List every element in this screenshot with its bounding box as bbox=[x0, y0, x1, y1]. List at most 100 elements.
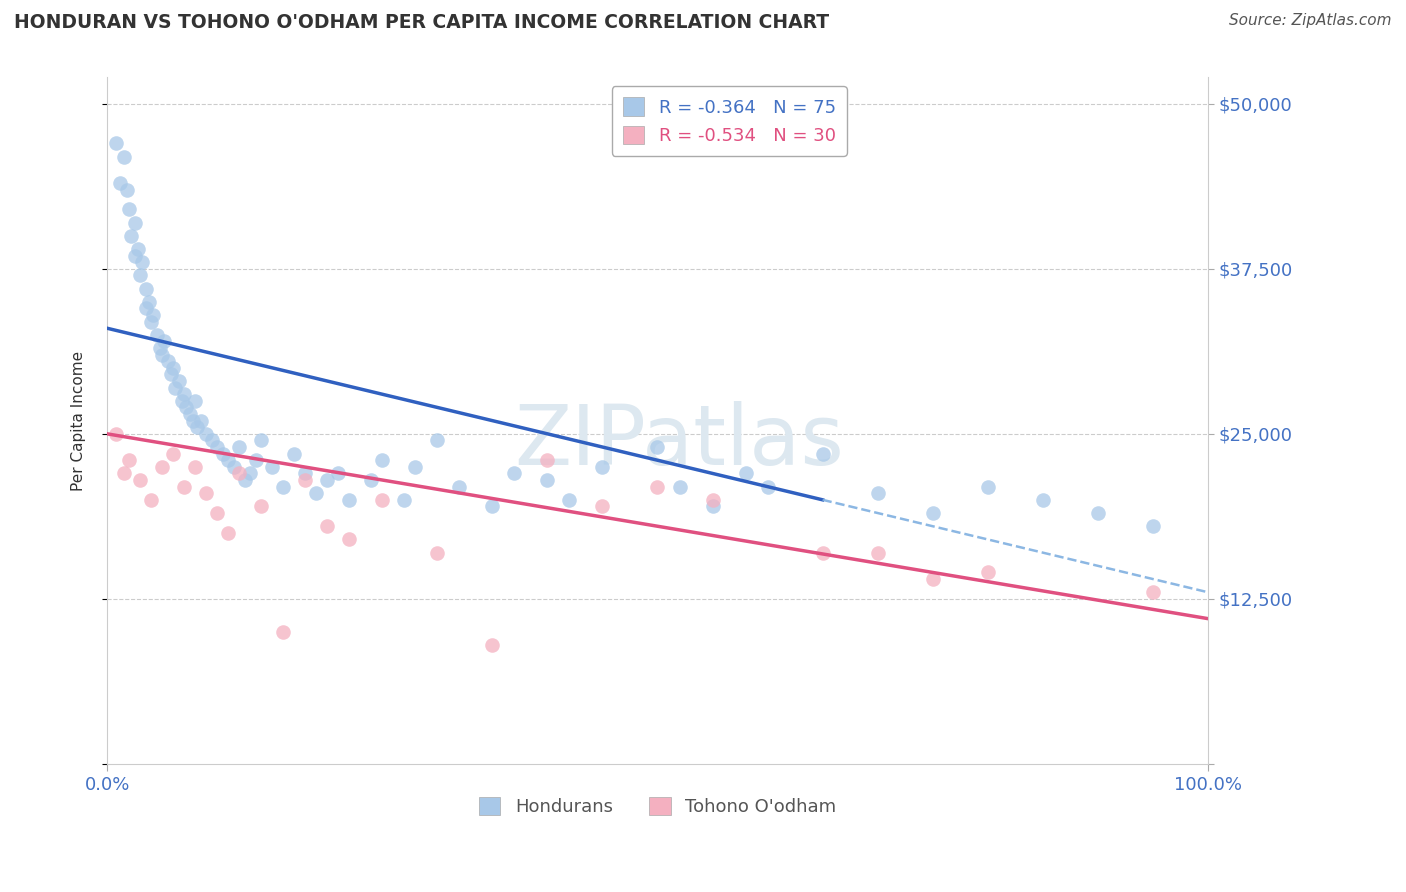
Point bbox=[1032, 492, 1054, 507]
Point bbox=[250, 434, 273, 448]
Point bbox=[186, 420, 208, 434]
Point bbox=[647, 480, 669, 494]
Point bbox=[591, 459, 613, 474]
Point bbox=[702, 500, 724, 514]
Point bbox=[162, 447, 184, 461]
Point bbox=[294, 473, 316, 487]
Point bbox=[195, 426, 218, 441]
Point bbox=[271, 624, 294, 639]
Point bbox=[262, 459, 284, 474]
Point bbox=[124, 249, 146, 263]
Point bbox=[250, 500, 273, 514]
Point bbox=[239, 467, 262, 481]
Point bbox=[118, 453, 141, 467]
Point bbox=[222, 459, 245, 474]
Point bbox=[283, 447, 305, 461]
Point bbox=[110, 176, 132, 190]
Point bbox=[139, 315, 162, 329]
Point bbox=[426, 434, 449, 448]
Point bbox=[305, 486, 328, 500]
Point bbox=[337, 533, 360, 547]
Point bbox=[233, 473, 256, 487]
Point bbox=[217, 453, 239, 467]
Point bbox=[211, 447, 233, 461]
Point bbox=[195, 486, 218, 500]
Point bbox=[371, 453, 394, 467]
Point bbox=[481, 500, 503, 514]
Point bbox=[371, 492, 394, 507]
Point bbox=[138, 294, 160, 309]
Point bbox=[503, 467, 526, 481]
Point bbox=[977, 566, 1000, 580]
Point bbox=[176, 401, 198, 415]
Point bbox=[150, 459, 173, 474]
Point bbox=[145, 327, 167, 342]
Point bbox=[115, 183, 138, 197]
Point bbox=[112, 467, 135, 481]
Point bbox=[481, 638, 503, 652]
Point bbox=[449, 480, 471, 494]
Point bbox=[170, 393, 193, 408]
Point bbox=[316, 473, 339, 487]
Point bbox=[811, 546, 834, 560]
Point bbox=[426, 546, 449, 560]
Point bbox=[160, 368, 183, 382]
Point bbox=[316, 519, 339, 533]
Point bbox=[647, 440, 669, 454]
Point bbox=[811, 447, 834, 461]
Point bbox=[190, 414, 212, 428]
Point bbox=[104, 426, 127, 441]
Point bbox=[205, 506, 228, 520]
Point bbox=[328, 467, 350, 481]
Text: Source: ZipAtlas.com: Source: ZipAtlas.com bbox=[1229, 13, 1392, 29]
Point bbox=[337, 492, 360, 507]
Point bbox=[205, 440, 228, 454]
Point bbox=[112, 150, 135, 164]
Legend: Hondurans, Tohono O'odham: Hondurans, Tohono O'odham bbox=[471, 789, 844, 823]
Point bbox=[866, 546, 889, 560]
Point bbox=[668, 480, 690, 494]
Point bbox=[139, 492, 162, 507]
Point bbox=[734, 467, 756, 481]
Point bbox=[120, 228, 142, 243]
Point bbox=[1142, 585, 1164, 599]
Point bbox=[404, 459, 426, 474]
Point bbox=[118, 202, 141, 217]
Point bbox=[149, 341, 172, 355]
Point bbox=[167, 374, 190, 388]
Point bbox=[977, 480, 1000, 494]
Point bbox=[184, 393, 207, 408]
Point bbox=[921, 572, 943, 586]
Point bbox=[360, 473, 382, 487]
Point bbox=[201, 434, 224, 448]
Point bbox=[591, 500, 613, 514]
Point bbox=[153, 334, 176, 349]
Point bbox=[921, 506, 943, 520]
Point bbox=[866, 486, 889, 500]
Point bbox=[1087, 506, 1109, 520]
Point bbox=[173, 387, 195, 401]
Point bbox=[294, 467, 316, 481]
Point bbox=[162, 360, 184, 375]
Point bbox=[135, 301, 157, 316]
Text: ZIPatlas: ZIPatlas bbox=[515, 401, 845, 482]
Y-axis label: Per Capita Income: Per Capita Income bbox=[72, 351, 86, 491]
Point bbox=[104, 136, 127, 151]
Point bbox=[127, 242, 149, 256]
Point bbox=[129, 473, 152, 487]
Point bbox=[150, 348, 173, 362]
Point bbox=[558, 492, 581, 507]
Point bbox=[228, 467, 250, 481]
Point bbox=[702, 492, 724, 507]
Point bbox=[756, 480, 779, 494]
Point bbox=[536, 453, 558, 467]
Point bbox=[165, 381, 187, 395]
Point bbox=[271, 480, 294, 494]
Point bbox=[181, 414, 204, 428]
Point bbox=[245, 453, 267, 467]
Point bbox=[1142, 519, 1164, 533]
Point bbox=[179, 407, 201, 421]
Point bbox=[135, 282, 157, 296]
Point bbox=[228, 440, 250, 454]
Point bbox=[129, 268, 152, 283]
